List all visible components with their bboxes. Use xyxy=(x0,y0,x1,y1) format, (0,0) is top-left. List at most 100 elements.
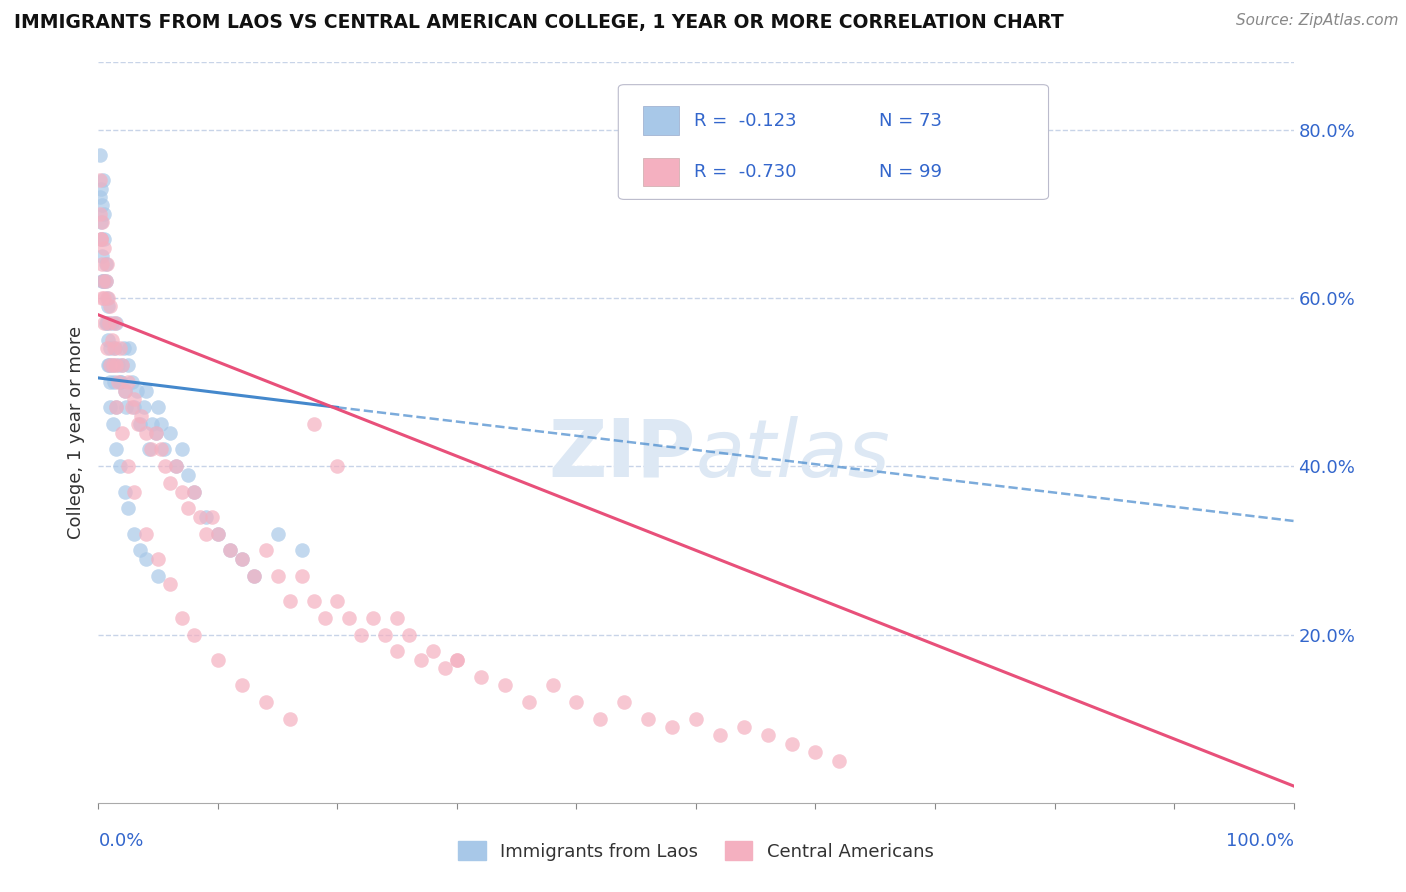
Point xyxy=(470,670,492,684)
Point xyxy=(124,526,146,541)
Point xyxy=(100,316,122,330)
Point xyxy=(177,501,200,516)
Point xyxy=(96,342,118,356)
Point xyxy=(139,442,162,457)
Point xyxy=(100,333,122,347)
Point xyxy=(107,359,129,373)
Point xyxy=(105,401,128,415)
Point xyxy=(613,695,636,709)
Point xyxy=(97,291,120,305)
Point xyxy=(96,316,118,330)
Point xyxy=(278,594,301,608)
Point xyxy=(96,257,118,271)
Text: IMMIGRANTS FROM LAOS VS CENTRAL AMERICAN COLLEGE, 1 YEAR OR MORE CORRELATION CHA: IMMIGRANTS FROM LAOS VS CENTRAL AMERICAN… xyxy=(14,13,1064,32)
Point xyxy=(107,375,129,389)
Point xyxy=(339,610,361,624)
Point xyxy=(780,737,803,751)
Point xyxy=(93,291,115,305)
Point xyxy=(121,375,143,389)
Point xyxy=(98,359,122,373)
Point xyxy=(98,316,121,330)
FancyBboxPatch shape xyxy=(644,106,679,135)
Point xyxy=(108,459,131,474)
Point xyxy=(111,425,134,440)
Point xyxy=(155,459,177,474)
Point xyxy=(302,594,325,608)
Point xyxy=(108,342,131,356)
Point xyxy=(104,342,127,356)
Point xyxy=(148,401,170,415)
Point xyxy=(326,459,349,474)
Point xyxy=(141,417,163,432)
Point xyxy=(828,754,851,768)
Point xyxy=(98,342,122,356)
Point xyxy=(422,644,444,658)
Point xyxy=(149,417,172,432)
Point xyxy=(446,653,468,667)
Point xyxy=(91,249,114,263)
Point xyxy=(135,384,157,398)
Point xyxy=(207,526,229,541)
Point xyxy=(709,729,731,743)
Point xyxy=(243,568,266,582)
Point xyxy=(117,459,139,474)
Point xyxy=(637,712,659,726)
Point xyxy=(172,610,194,624)
Point xyxy=(517,695,540,709)
Point xyxy=(183,627,205,641)
Point xyxy=(541,678,564,692)
Point xyxy=(117,375,139,389)
Point xyxy=(101,417,124,432)
Point xyxy=(254,543,277,558)
Point xyxy=(183,484,205,499)
Point xyxy=(124,401,146,415)
Point xyxy=(104,316,127,330)
Point xyxy=(125,384,148,398)
Point xyxy=(93,274,115,288)
Point xyxy=(98,300,122,314)
Point xyxy=(243,568,266,582)
Point xyxy=(105,316,128,330)
Point xyxy=(165,459,187,474)
Point xyxy=(89,173,111,187)
Point xyxy=(89,190,111,204)
Point xyxy=(302,417,325,432)
Point xyxy=(207,653,229,667)
FancyBboxPatch shape xyxy=(644,158,679,186)
Point xyxy=(291,568,314,582)
Point xyxy=(93,207,115,221)
Point xyxy=(117,359,139,373)
Point xyxy=(446,653,468,667)
Point xyxy=(114,384,136,398)
Point xyxy=(131,409,153,423)
Point xyxy=(685,712,707,726)
Point xyxy=(105,359,128,373)
Point xyxy=(110,375,132,389)
Point xyxy=(89,207,111,221)
Point xyxy=(172,484,194,499)
Point xyxy=(374,627,396,641)
Point xyxy=(105,401,128,415)
Point xyxy=(145,425,167,440)
Point xyxy=(90,181,112,195)
Point xyxy=(201,509,224,524)
Point xyxy=(97,359,120,373)
Point xyxy=(129,417,152,432)
FancyBboxPatch shape xyxy=(619,85,1049,200)
Point xyxy=(153,442,176,457)
Point xyxy=(111,359,134,373)
Text: N = 99: N = 99 xyxy=(879,163,942,181)
Point xyxy=(118,342,141,356)
Point xyxy=(105,442,128,457)
Text: N = 73: N = 73 xyxy=(879,112,942,129)
Point xyxy=(149,442,172,457)
Point xyxy=(90,232,112,246)
Point xyxy=(135,526,157,541)
Point xyxy=(219,543,242,558)
Point xyxy=(91,274,114,288)
Point xyxy=(135,551,157,566)
Point xyxy=(135,425,157,440)
Point xyxy=(117,501,139,516)
Point xyxy=(231,678,253,692)
Point xyxy=(219,543,242,558)
